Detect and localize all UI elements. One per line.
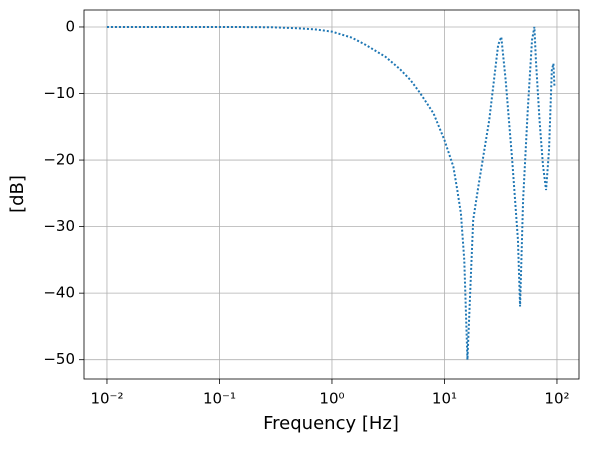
plot-frame: [83, 9, 580, 380]
y-tick-label: −10: [43, 84, 75, 102]
y-tick-label: 0: [65, 17, 75, 35]
x-tick-label: 10⁻¹: [203, 390, 236, 408]
y-axis-label: [dB]: [7, 175, 28, 213]
x-axis-label: Frequency [Hz]: [263, 413, 399, 434]
x-tick-label: 10⁻²: [90, 390, 123, 408]
x-tick-label: 10²: [544, 390, 569, 408]
y-tick-label: −20: [43, 151, 75, 169]
x-tick-label: 10⁰: [319, 390, 344, 408]
data-line: [106, 25, 556, 360]
y-tick-label: −40: [43, 284, 75, 302]
x-tick-label: 10¹: [432, 390, 457, 408]
y-tick-label: −30: [43, 217, 75, 235]
y-tick-label: −50: [43, 350, 75, 368]
